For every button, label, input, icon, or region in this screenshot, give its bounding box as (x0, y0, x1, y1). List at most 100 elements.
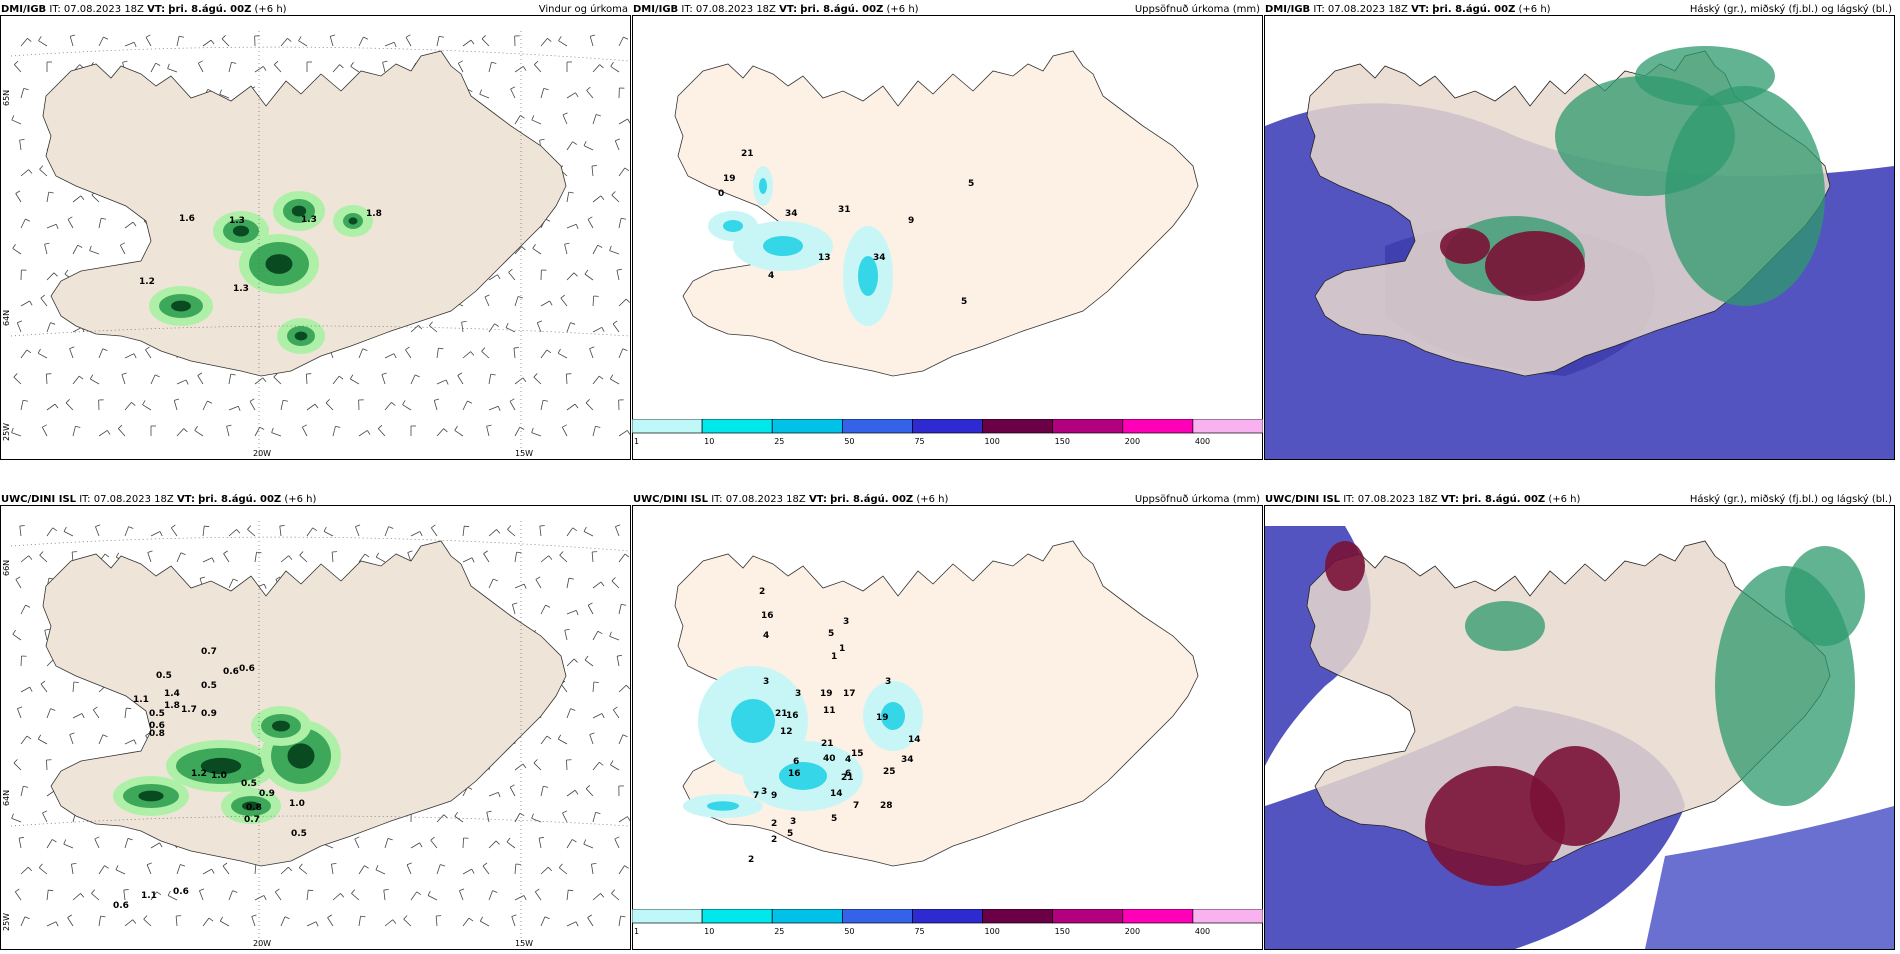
colorbar-tick-label: 50 (844, 927, 854, 936)
precip-heavy-area (272, 721, 290, 732)
map-value-label: 1.4 (164, 689, 180, 699)
map-value-label: 21 (741, 149, 754, 159)
map-value-label: 28 (880, 801, 893, 811)
lon-label-15w: 15W (515, 939, 533, 948)
map-value-label: 0.6 (239, 664, 255, 674)
lead-time: (+6 h) (255, 4, 287, 15)
map-panel-uwc-accum: UWC/DINI ISL IT: 07.08.2023 18Z VT: þri.… (632, 490, 1263, 950)
lon-label-20w: 20W (253, 939, 271, 948)
init-time: IT: 07.08.2023 18Z (49, 4, 144, 15)
accum-mid-area (731, 699, 775, 743)
precip-heavy-area (266, 254, 293, 274)
colorbar-tick-label: 50 (844, 437, 854, 446)
map-value-label: 0.5 (149, 709, 165, 719)
map-value-label: 0.5 (156, 671, 172, 681)
map-value-label: 15 (851, 749, 864, 759)
map-value-label: 3 (885, 677, 891, 687)
colorbar-swatch (912, 419, 982, 433)
colorbar-swatch (772, 909, 842, 923)
map-value-label: 1.1 (133, 695, 149, 705)
colorbar-swatch (983, 909, 1053, 923)
lon-label-25w: 25W (2, 423, 11, 441)
map-value-label: 1.3 (301, 215, 317, 225)
valid-time: þri. 8.ágú. 00Z (168, 4, 251, 15)
map-value-label: 1.7 (181, 705, 197, 715)
map-value-label: 2 (771, 835, 777, 845)
map-value-label: 9 (908, 216, 914, 226)
high-cloud-area (1635, 46, 1775, 106)
accum-mid-area (759, 178, 767, 194)
valid-label: VT: (809, 494, 827, 505)
map-value-label: 5 (828, 629, 834, 639)
precip-heavy-area (138, 791, 163, 802)
map-value-label: 5 (787, 829, 793, 839)
wind-barb (463, 838, 464, 848)
map-value-label: 25 (883, 767, 896, 777)
low-cloud-area (1485, 231, 1585, 301)
wind-barb (46, 760, 47, 770)
lat-label-65n: 65N (2, 90, 11, 106)
map-value-label: 1 (831, 652, 837, 662)
valid-label: VT: (1441, 494, 1459, 505)
map-value-label: 1.1 (141, 891, 157, 901)
map-value-label: 0.6 (113, 901, 129, 911)
map-value-label: 19 (820, 689, 833, 699)
model-source: UWC/DINI ISL (633, 494, 708, 505)
map-value-label: 7 (753, 791, 759, 801)
colorbar-tick-label: 150 (1055, 927, 1070, 936)
model-source: UWC/DINI ISL (1, 494, 76, 505)
lead-time: (+6 h) (1519, 4, 1551, 15)
wind-barb (566, 760, 567, 770)
colorbar-tick-label: 200 (1125, 437, 1140, 446)
valid-time: þri. 8.ágú. 00Z (198, 494, 281, 505)
precip-heavy-area (233, 226, 249, 237)
valid-label: VT: (1411, 4, 1429, 15)
accum-mid-area (707, 801, 739, 811)
map-svg (1265, 16, 1894, 459)
map-value-label: 3 (763, 677, 769, 687)
colorbar-tick-label: 75 (914, 927, 924, 936)
colorbar-tick-label: 10 (704, 437, 714, 446)
precip-heavy-area (288, 743, 315, 768)
map-value-label: 31 (838, 205, 851, 215)
map-value-label: 2 (748, 855, 754, 865)
low-cloud-area (1440, 228, 1490, 264)
lead-time: (+6 h) (916, 494, 948, 505)
map-value-label: 14 (830, 789, 843, 799)
map-value-label: 4 (768, 271, 774, 281)
colorbar-swatch (772, 419, 842, 433)
map-panel-dmi-wind: DMI/IGB IT: 07.08.2023 18Z VT: þri. 8.ág… (0, 0, 631, 460)
colorbar-swatch (1123, 419, 1193, 433)
map-value-label: 1.8 (164, 701, 180, 711)
map-value-label: 34 (785, 209, 798, 219)
accum-mid-area (763, 236, 803, 256)
map-panel-dmi-accum: DMI/IGB IT: 07.08.2023 18Z VT: þri. 8.ág… (632, 0, 1263, 460)
map-value-label: 1.3 (233, 284, 249, 294)
map-value-label: 1 (839, 644, 845, 654)
init-time: IT: 07.08.2023 18Z (681, 4, 776, 15)
map-value-label: 40 (823, 754, 836, 764)
colorbar-swatch (1053, 909, 1123, 923)
wind-barb-tick (592, 166, 597, 167)
low-cloud-area (1325, 541, 1365, 591)
map-value-label: 0.7 (244, 815, 260, 825)
map-value-label: 14 (908, 735, 921, 745)
high-cloud-area (1785, 546, 1865, 646)
low-cloud-area (1530, 746, 1620, 846)
map-value-label: 2 (759, 587, 765, 597)
map-value-label: 16 (788, 769, 801, 779)
valid-time: þri. 8.ágú. 00Z (1462, 494, 1545, 505)
init-time: IT: 07.08.2023 18Z (711, 494, 806, 505)
lon-label-15w: 15W (515, 449, 533, 458)
map-value-label: 0.9 (259, 789, 275, 799)
valid-time: þri. 8.ágú. 00Z (800, 4, 883, 15)
colorbar-tick-label: 400 (1195, 437, 1210, 446)
map-value-label: 0.5 (241, 779, 257, 789)
accum-mid-area (779, 762, 827, 790)
map-value-label: 0.9 (201, 709, 217, 719)
